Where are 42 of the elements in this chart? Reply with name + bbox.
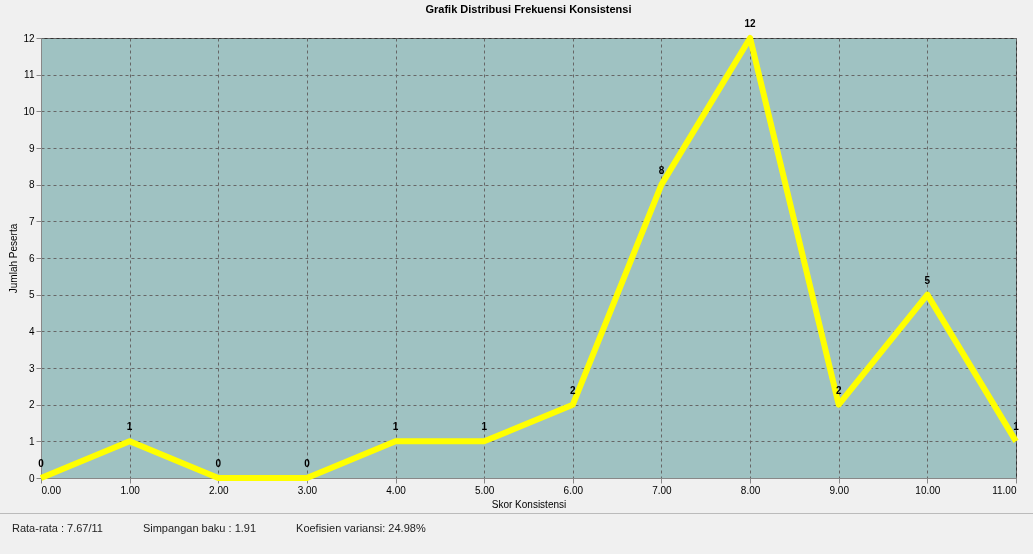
text: Simpangan baku : 1.91 xyxy=(142,522,257,534)
data-label: 0 xyxy=(304,458,311,469)
x-axis-title: Skor Konsistensi xyxy=(491,498,567,510)
x-tick-label: 7.00 xyxy=(652,484,673,496)
x-tick-label: 2.00 xyxy=(209,484,229,496)
y-tick-label: 2 xyxy=(28,399,35,411)
data-label: 8 xyxy=(658,164,665,176)
x-tick-label: 9.00 xyxy=(829,484,850,496)
data-label: 0 xyxy=(215,458,222,469)
y-tick-label: 3 xyxy=(28,362,35,374)
data-label: 1 xyxy=(481,421,488,433)
data-label: 1 xyxy=(1013,421,1020,433)
y-tick-label: 9 xyxy=(28,142,35,154)
y-tick-label: 10 xyxy=(23,105,35,117)
x-tick-label: 8.00 xyxy=(740,484,761,496)
data-label: 5 xyxy=(924,274,931,286)
x-tick-label: 11.00 xyxy=(992,484,1017,496)
y-axis-title: Jumlah Peserta xyxy=(8,223,20,294)
x-tick-label: 0.00 xyxy=(41,484,62,496)
data-label: 1 xyxy=(126,421,133,433)
data-label: 12 xyxy=(744,18,757,29)
text: Rata-rata : 7.67/11 xyxy=(12,522,103,534)
text: Koefisien variansi: 24.98% xyxy=(296,522,426,534)
y-tick-label: 6 xyxy=(28,252,35,264)
y-tick-label: 4 xyxy=(28,325,35,337)
x-tick-label: 10.00 xyxy=(915,484,941,496)
y-tick-label: 7 xyxy=(28,215,35,227)
data-label: 1 xyxy=(392,421,399,433)
data-label: 2 xyxy=(570,384,577,396)
y-tick-label: 0 xyxy=(28,472,35,484)
y-tick-label: 5 xyxy=(28,289,35,301)
y-tick-label: 11 xyxy=(24,69,35,81)
data-label: 0 xyxy=(38,458,45,469)
x-tick-label: 4.00 xyxy=(386,484,407,496)
chart-title: Grafik Distribusi Frekuensi Konsistensi xyxy=(425,3,632,15)
y-tick-label: 12 xyxy=(23,32,35,44)
y-tick-label: 8 xyxy=(28,179,35,191)
y-tick-label: 1 xyxy=(28,435,35,447)
x-tick-label: 5.00 xyxy=(474,484,495,496)
x-tick-label: 3.00 xyxy=(297,484,318,496)
x-tick-label: 1.00 xyxy=(120,484,141,496)
x-tick-label: 6.00 xyxy=(563,484,584,496)
